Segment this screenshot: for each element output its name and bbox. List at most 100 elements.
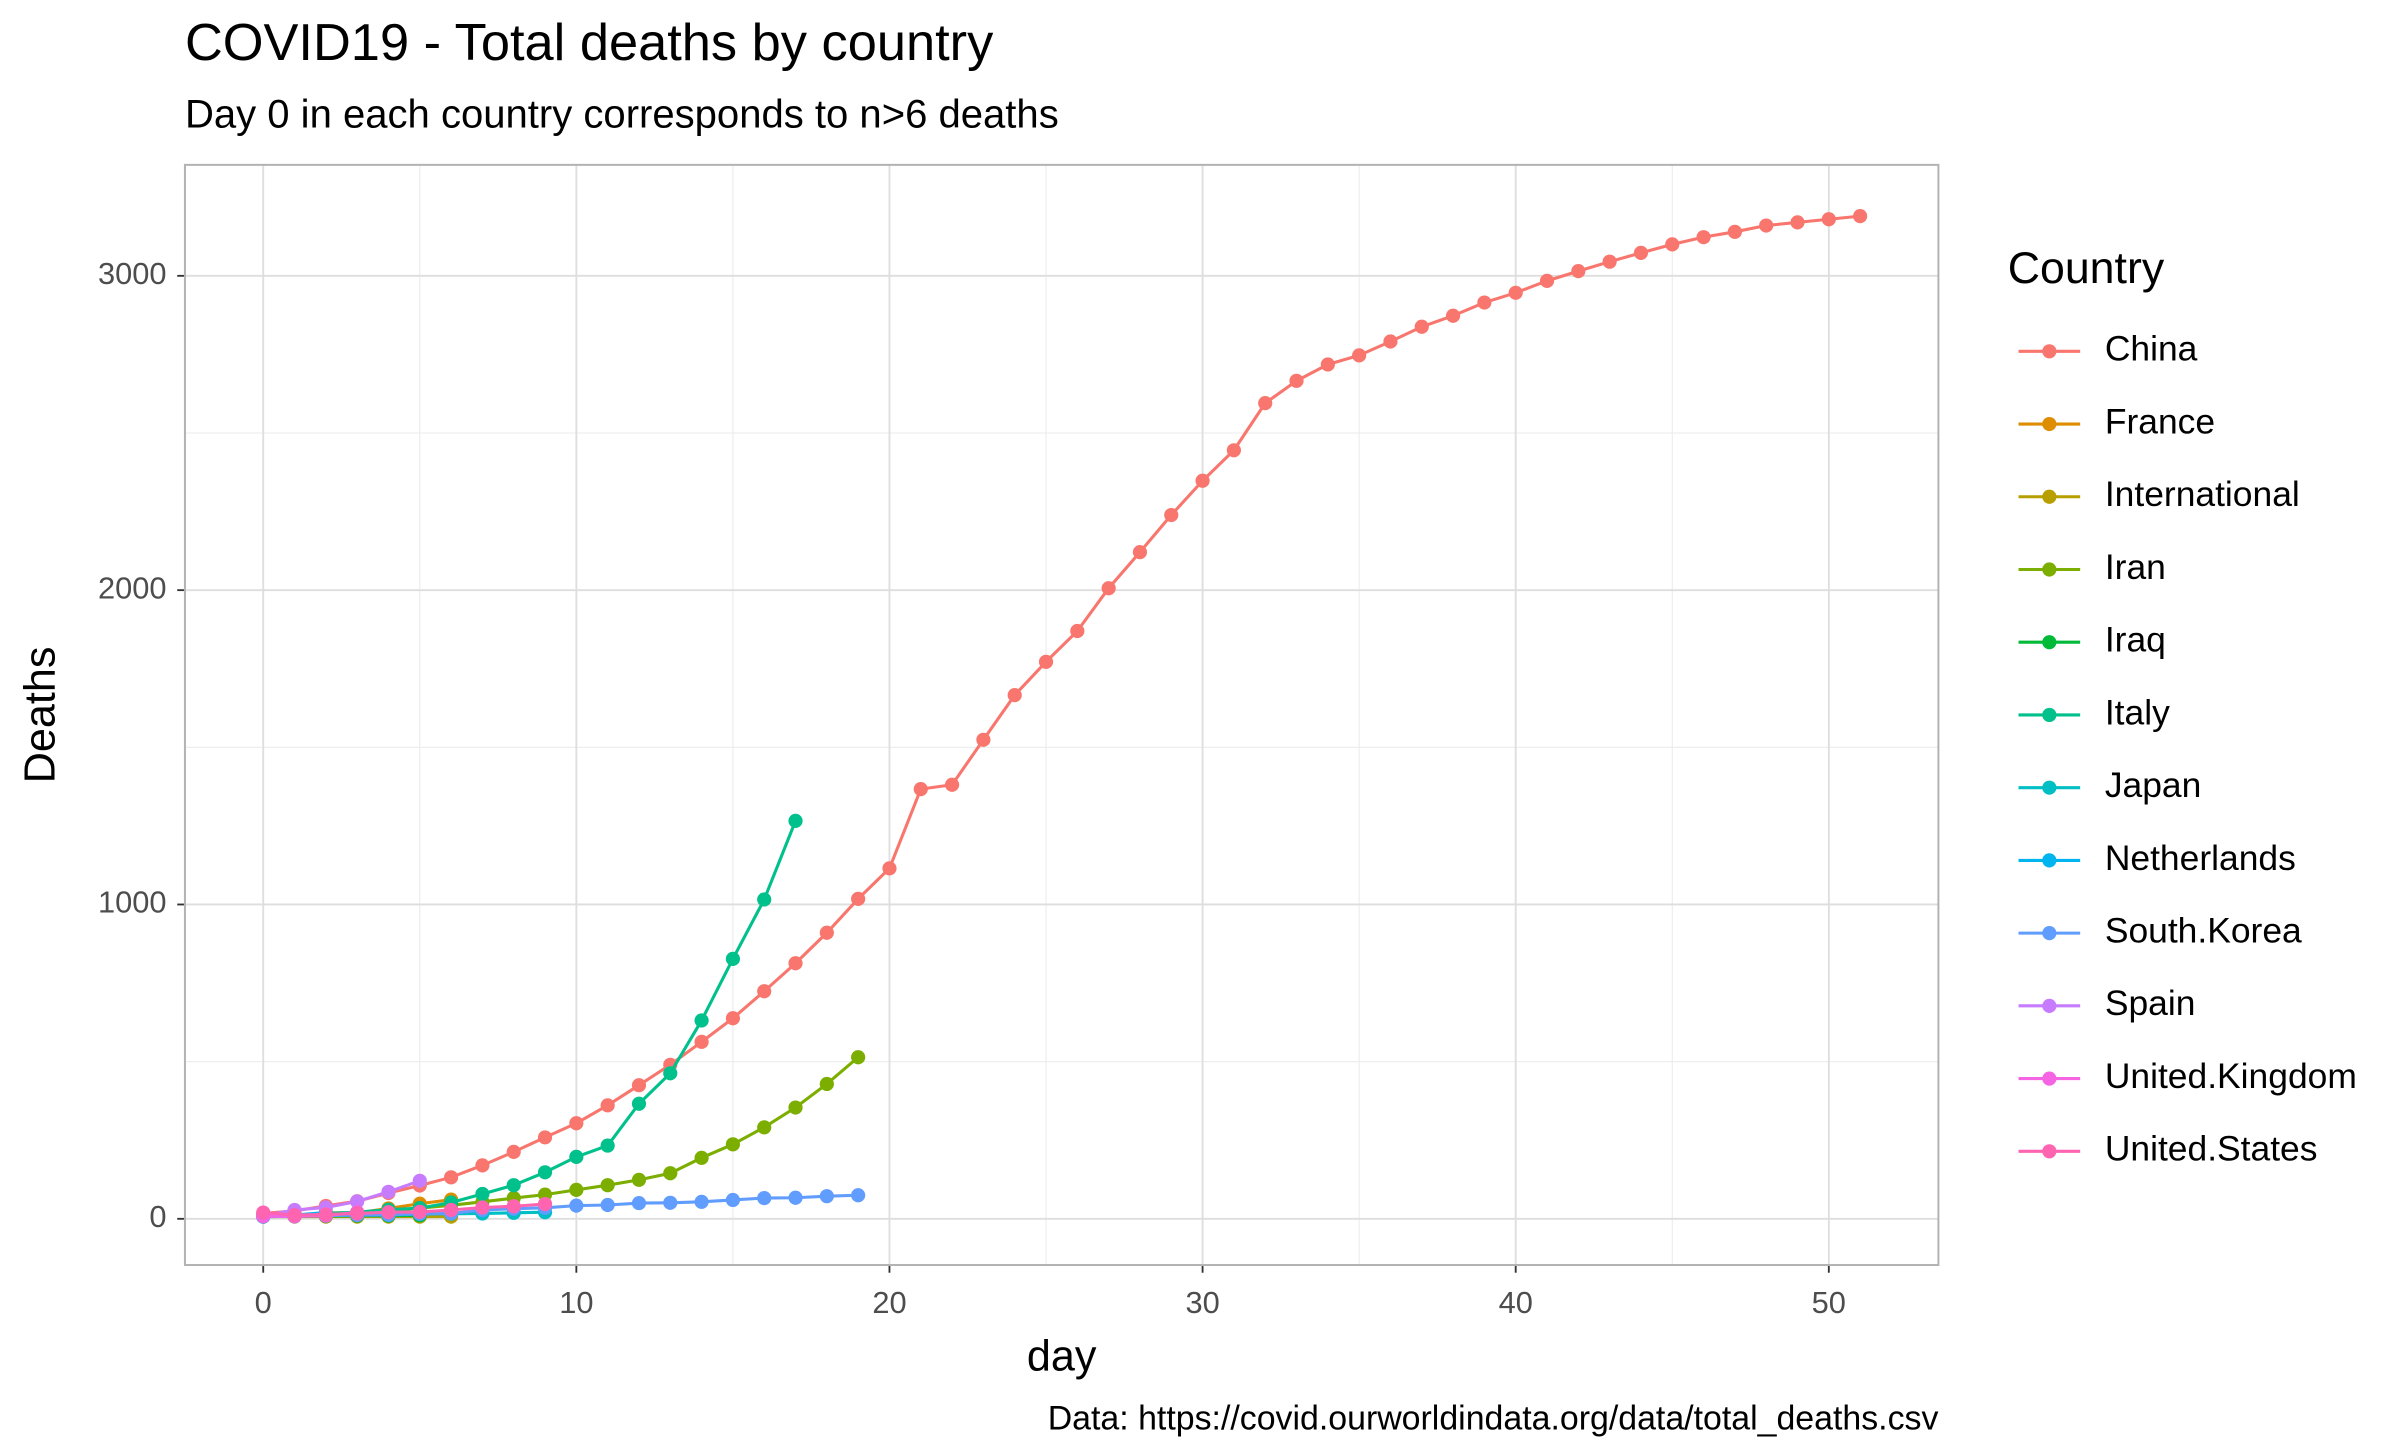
chart-subtitle: Day 0 in each country corresponds to n>6… (185, 93, 1059, 137)
data-point (1571, 264, 1586, 279)
caption: Data: https://covid.ourworldindata.org/d… (1048, 1400, 1939, 1438)
legend-swatch-point (2042, 853, 2057, 868)
data-point (1633, 245, 1649, 260)
series-line (263, 1056, 860, 1218)
plot-border (183, 163, 1940, 1267)
data-point (506, 1144, 521, 1159)
x-tick-label: 0 (255, 1285, 272, 1320)
legend-swatch-point (2042, 1071, 2057, 1086)
data-point (882, 861, 897, 876)
data-point (506, 1199, 521, 1214)
legend-title: Country (2008, 244, 2165, 293)
legend-swatch-point (2042, 780, 2057, 795)
data-point (819, 1076, 834, 1092)
x-tick-label: 50 (1812, 1285, 1846, 1320)
data-point (725, 1011, 740, 1026)
x-tick-label: 30 (1185, 1285, 1219, 1320)
x-tick-label: 20 (872, 1285, 906, 1320)
y-tick-label: 0 (149, 1199, 166, 1234)
data-point (600, 1197, 615, 1213)
legend-label: United.States (2105, 1129, 2318, 1169)
data-point (694, 1034, 709, 1049)
legend-label: Netherlands (2105, 838, 2296, 878)
data-point (788, 956, 803, 971)
data-point (1258, 396, 1273, 411)
legend-swatch-point (2042, 1144, 2057, 1159)
data-point (819, 925, 834, 940)
data-point (600, 1178, 615, 1193)
data-point (1727, 224, 1742, 239)
data-point (788, 1190, 803, 1205)
y-tick-label: 3000 (98, 256, 167, 291)
data-point (537, 1165, 553, 1180)
data-point (600, 1098, 615, 1113)
data-point (1477, 295, 1492, 310)
data-point (537, 1196, 553, 1212)
legend-swatch-point (2042, 562, 2057, 577)
data-point (444, 1170, 459, 1185)
data-point (757, 1120, 772, 1135)
data-point (569, 1149, 584, 1164)
data-point (1414, 319, 1429, 334)
legend-swatch-point (2042, 707, 2057, 723)
data-point (1007, 688, 1022, 703)
data-point (851, 891, 866, 906)
data-point (1352, 348, 1367, 363)
data-point (1602, 254, 1617, 269)
data-point (788, 813, 803, 828)
data-point (663, 1066, 678, 1081)
data-point (851, 1188, 866, 1203)
data-point (976, 732, 991, 747)
y-tick-label: 1000 (98, 885, 167, 920)
data-point (1383, 334, 1398, 349)
data-point (475, 1200, 490, 1215)
data-point (1070, 623, 1085, 639)
data-point (412, 1173, 427, 1188)
data-point (537, 1130, 553, 1145)
data-point (381, 1205, 396, 1220)
legend-swatch-point (2042, 344, 2057, 359)
data-point (663, 1166, 678, 1181)
legend-label: International (2105, 474, 2300, 514)
data-point (287, 1207, 302, 1223)
legend-swatch-point (2042, 416, 2057, 432)
data-point (788, 1100, 803, 1115)
data-point (1539, 273, 1555, 288)
series-line (263, 820, 797, 1218)
legend-swatch-point (2042, 635, 2057, 650)
data-point (350, 1206, 365, 1221)
data-point (663, 1195, 678, 1210)
data-point (725, 951, 740, 966)
chart-title: COVID19 - Total deaths by country (185, 14, 994, 72)
data-point (1821, 212, 1836, 227)
data-point (757, 892, 772, 907)
data-point (350, 1194, 365, 1209)
data-point (475, 1158, 490, 1173)
data-point (318, 1207, 333, 1222)
series-line (263, 214, 1861, 1216)
data-point (1195, 473, 1210, 488)
data-point (1289, 373, 1304, 388)
data-point (1445, 308, 1461, 323)
data-point (444, 1202, 459, 1218)
x-tick-label: 10 (559, 1285, 593, 1320)
y-tick-label: 2000 (98, 570, 167, 605)
data-point (569, 1182, 584, 1197)
y-axis-label: Deaths (17, 647, 65, 784)
data-point (412, 1204, 427, 1219)
data-point (1320, 357, 1335, 372)
legend-swatch-point (2042, 998, 2057, 1013)
data-point (694, 1150, 709, 1165)
data-point (631, 1078, 647, 1093)
data-point (1164, 507, 1179, 523)
data-point (694, 1194, 709, 1209)
data-point (694, 1013, 709, 1028)
data-point (725, 1192, 740, 1208)
legend-swatch-point (2042, 489, 2057, 504)
data-point (506, 1178, 521, 1193)
data-point (1665, 237, 1680, 252)
data-point (757, 984, 772, 999)
data-point (1101, 581, 1116, 596)
data-point (819, 1189, 834, 1204)
